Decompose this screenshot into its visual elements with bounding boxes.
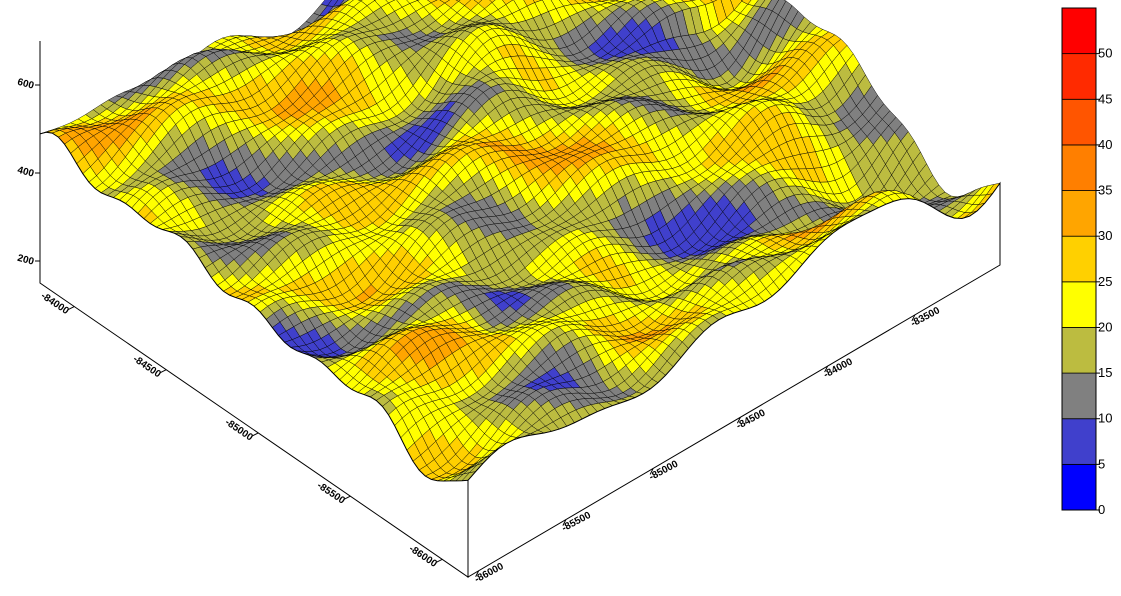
colorbar-tick-label: 30 bbox=[1098, 228, 1112, 243]
colorbar-tick-label: 45 bbox=[1098, 91, 1112, 106]
colorbar-tick-label: 5 bbox=[1098, 456, 1105, 471]
colorbar-swatch bbox=[1061, 53, 1097, 100]
colorbar-swatch bbox=[1061, 463, 1097, 511]
colorbar-tick-label: 15 bbox=[1098, 365, 1112, 380]
colorbar-swatch bbox=[1061, 7, 1097, 55]
colorbar-swatch bbox=[1061, 144, 1097, 191]
z-axis: 200 400 600 bbox=[16, 77, 40, 268]
colorbar-swatch bbox=[1061, 235, 1097, 283]
colorbar-swatch bbox=[1061, 98, 1097, 146]
z-tick-label: 600 bbox=[16, 77, 35, 92]
colorbar-swatch bbox=[1061, 372, 1097, 420]
colorbar-tick-label: 50 bbox=[1098, 46, 1112, 61]
colorbar-tick-label: 20 bbox=[1098, 319, 1112, 334]
colorbar-swatch bbox=[1061, 281, 1097, 328]
colorbar-tick-label: 25 bbox=[1098, 274, 1112, 289]
colorbar-swatch bbox=[1061, 327, 1097, 374]
colorbar-tick-label: 40 bbox=[1098, 137, 1112, 152]
colorbar-swatch bbox=[1061, 190, 1097, 237]
colorbar-tick-label: 0 bbox=[1098, 502, 1105, 517]
colorbar-swatch bbox=[1061, 418, 1097, 465]
colorbar: 0 5 10 15 20 25 30 35 40 45 50 bbox=[1061, 7, 1112, 517]
z-tick-label: 200 bbox=[16, 253, 35, 268]
surface-mesh bbox=[39, 0, 1001, 482]
colorbar-tick-label: 35 bbox=[1098, 183, 1112, 198]
z-tick-label: 400 bbox=[16, 165, 35, 180]
colorbar-tick-label: 10 bbox=[1098, 411, 1112, 426]
